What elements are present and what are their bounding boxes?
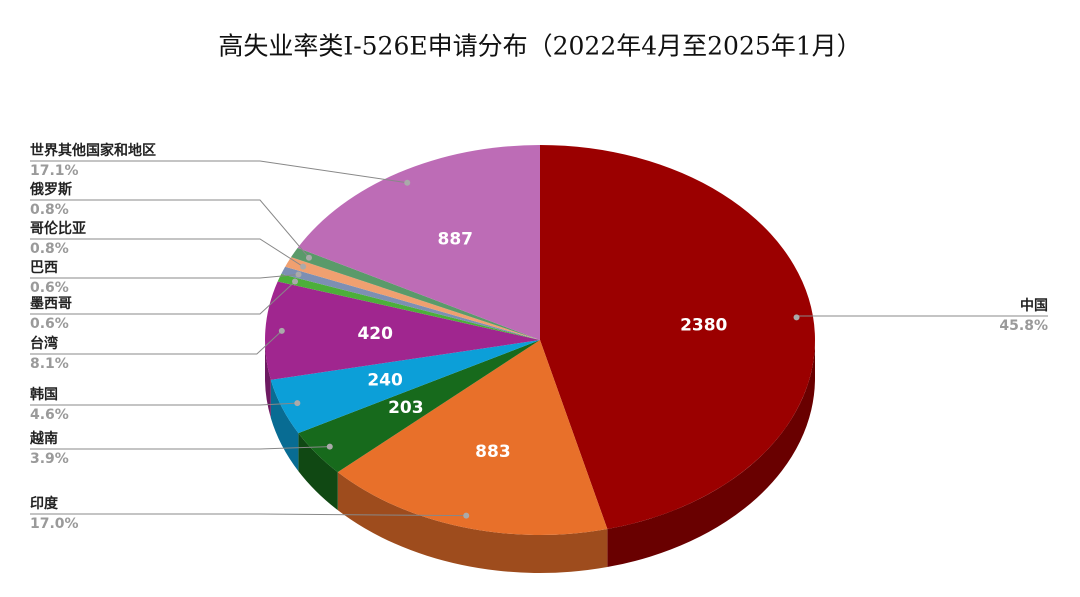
leader-dot [278, 327, 285, 334]
percent-label: 0.8% [30, 202, 69, 218]
chart-title: 高失业率类I-526E申请分布（2022年4月至2025年1月） [218, 32, 861, 61]
leader-line [30, 281, 296, 315]
legend-label: 印度 [30, 495, 59, 512]
percent-label: 17.0% [30, 516, 79, 532]
value-label: 887 [438, 230, 474, 250]
leader-line [30, 199, 310, 259]
legend-label: 俄罗斯 [29, 181, 72, 198]
leader-dot [300, 263, 307, 270]
slice [285, 257, 540, 340]
percent-label: 45.8% [999, 318, 1048, 334]
percent-label: 17.1% [30, 163, 79, 179]
legend-label: 墨西哥 [30, 296, 72, 312]
percent-label: 3.9% [30, 451, 69, 467]
slice [291, 247, 540, 340]
leader-dot [294, 400, 301, 407]
slice [297, 145, 540, 340]
leader-line [30, 513, 467, 517]
legend-label: 韩国 [30, 386, 58, 403]
leader-dot [404, 179, 411, 186]
leader-dot [793, 314, 800, 321]
slice [337, 340, 608, 535]
percent-label: 0.8% [30, 241, 69, 257]
value-label: 883 [475, 442, 511, 462]
percent-label: 0.6% [30, 280, 69, 296]
legend-label: 世界其他国家和地区 [30, 142, 156, 159]
legend-label: 巴西 [30, 260, 58, 276]
slice [270, 340, 540, 434]
slice-side [298, 433, 338, 511]
value-label: 420 [357, 324, 393, 344]
leader-line [30, 330, 283, 355]
legend-label: 台湾 [30, 335, 58, 352]
value-label: 2380 [680, 316, 727, 336]
slice [277, 274, 540, 340]
leader-dot [463, 512, 470, 519]
value-label: 240 [367, 370, 403, 390]
slice-side [265, 340, 271, 418]
leader-line [30, 402, 298, 406]
leader-dot [305, 254, 312, 261]
leader-line [30, 274, 299, 279]
legend-label: 越南 [29, 430, 58, 447]
leader-line [30, 238, 304, 268]
leader-dot [326, 443, 333, 450]
slice-side [337, 472, 608, 573]
slice [281, 266, 540, 340]
value-label: 203 [388, 398, 424, 418]
slice [540, 145, 815, 530]
leader-dot [295, 271, 302, 278]
leader-dot [292, 278, 299, 285]
slice-side [607, 340, 815, 568]
percent-label: 8.1% [30, 356, 69, 372]
slice [298, 340, 540, 473]
legend-label: 中国 [1020, 297, 1048, 314]
percent-label: 0.6% [30, 316, 69, 332]
slice [265, 281, 540, 380]
legend-label: 哥伦比亚 [30, 220, 86, 237]
leader-line [30, 160, 408, 184]
percent-label: 4.6% [30, 407, 69, 423]
leader-line [30, 446, 330, 450]
